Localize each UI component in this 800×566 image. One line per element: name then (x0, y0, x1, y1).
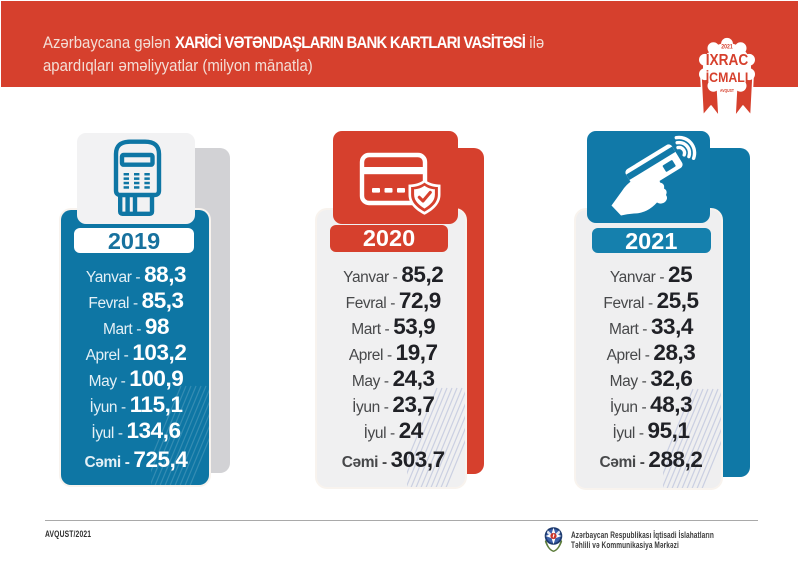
svg-text:AVQUST: AVQUST (720, 88, 734, 94)
svg-text:2021: 2021 (721, 44, 733, 50)
svg-text:İXRAC: İXRAC (706, 52, 749, 69)
svg-text:İCMALI: İCMALI (706, 69, 749, 85)
